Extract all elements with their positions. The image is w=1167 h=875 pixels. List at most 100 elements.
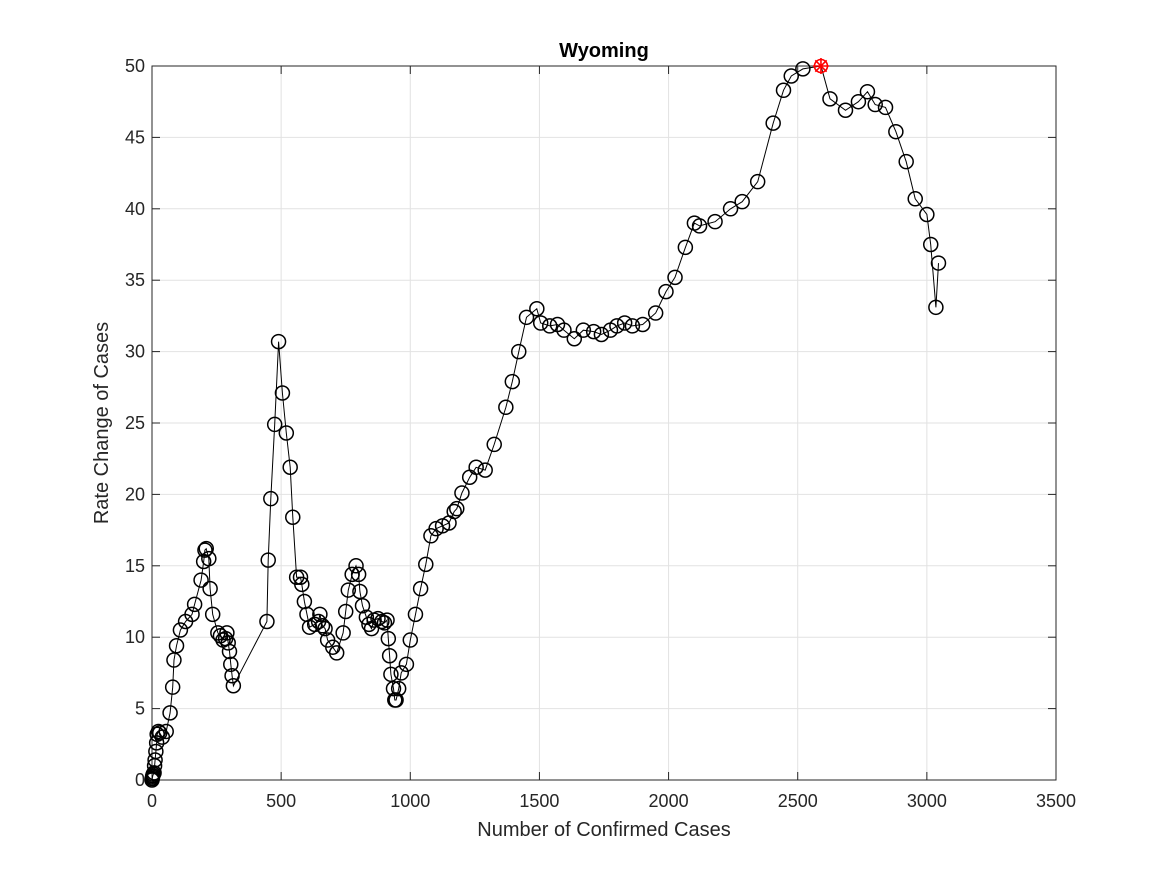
data-point	[317, 620, 333, 637]
x-tick-label: 0	[147, 791, 157, 811]
data-point	[859, 83, 876, 100]
data-point	[734, 193, 750, 210]
data-point	[220, 635, 236, 651]
data-point	[380, 630, 397, 647]
x-tick-label: 1000	[390, 791, 430, 811]
data-point	[312, 606, 328, 623]
x-tick-label: 3000	[907, 791, 947, 811]
data-point	[877, 99, 894, 116]
data-point	[518, 309, 535, 326]
data-point	[907, 191, 923, 207]
data-point	[795, 61, 811, 77]
y-tick-label: 25	[125, 413, 145, 433]
data-point	[148, 735, 165, 751]
data-point	[446, 503, 462, 520]
data-point	[928, 299, 944, 316]
data-point	[822, 91, 838, 107]
y-tick-label: 50	[125, 56, 145, 76]
grid-lines	[152, 66, 1056, 780]
data-point	[147, 752, 163, 768]
data-point	[292, 569, 309, 585]
y-tick-label: 20	[125, 484, 145, 504]
data-point	[344, 566, 360, 583]
data-point	[783, 68, 800, 84]
data-point	[224, 668, 240, 684]
data-point	[888, 123, 904, 140]
data-markers	[144, 61, 947, 788]
y-tick-label: 5	[135, 699, 145, 719]
data-point	[418, 556, 434, 573]
x-tick-label: 2500	[778, 791, 818, 811]
data-point	[219, 625, 235, 641]
data-point	[376, 615, 393, 631]
y-tick-label: 35	[125, 270, 145, 290]
data-point	[193, 572, 209, 588]
data-point	[354, 598, 371, 614]
data-point	[504, 373, 521, 390]
data-point	[186, 596, 203, 613]
data-point	[837, 102, 854, 119]
data-point	[337, 603, 354, 620]
data-point	[197, 542, 213, 558]
data-point	[221, 643, 238, 660]
data-point	[223, 656, 239, 673]
data-point	[148, 743, 164, 760]
data-point	[285, 509, 301, 525]
data-point	[388, 692, 404, 708]
data-point	[282, 459, 298, 476]
data-point	[335, 625, 351, 641]
data-point	[616, 315, 633, 331]
y-tick-label: 15	[125, 556, 145, 576]
y-axis-label: Rate Change of Cases	[91, 322, 113, 524]
data-point	[162, 705, 178, 721]
data-point	[278, 425, 295, 441]
highlight-markers	[812, 58, 829, 74]
data-point	[381, 648, 398, 664]
data-point	[202, 580, 218, 597]
data-point	[379, 612, 395, 628]
data-point	[647, 305, 664, 321]
data-point	[667, 269, 683, 286]
data-point	[850, 93, 867, 110]
y-tick-label: 40	[125, 199, 145, 219]
data-point	[532, 315, 549, 331]
data-point	[294, 576, 310, 593]
data-point	[306, 616, 323, 633]
plot-area: 0 500 1000 1500 2000 2500 3000 3500 0 5 10 15 20 25 30…	[125, 56, 1076, 811]
data-point	[922, 236, 939, 253]
data-point	[609, 318, 625, 334]
data-point	[658, 283, 674, 300]
y-tick-label: 0	[135, 770, 145, 790]
data-point	[498, 399, 514, 416]
data-point	[158, 723, 174, 740]
data-point	[263, 490, 279, 507]
chart-title: Wyoming	[559, 40, 649, 62]
y-tick-label: 10	[125, 627, 145, 647]
data-point	[454, 485, 470, 501]
data-point	[449, 500, 465, 517]
data-point	[151, 725, 168, 741]
data-point	[634, 316, 651, 333]
data-point	[486, 436, 502, 453]
data-point	[749, 173, 766, 190]
data-point	[260, 552, 276, 568]
data-point	[340, 582, 357, 598]
data-point	[314, 618, 331, 634]
data-point	[385, 680, 402, 697]
data-point	[556, 322, 572, 338]
data-point	[172, 622, 189, 638]
data-point	[398, 656, 415, 673]
data-point	[328, 645, 345, 661]
data-point	[867, 96, 883, 113]
data-point	[919, 206, 935, 223]
data-point	[468, 459, 484, 476]
data-point	[707, 213, 723, 230]
data-point	[930, 255, 947, 271]
data-point	[270, 333, 287, 350]
data-point	[393, 665, 409, 681]
x-tick-label: 1500	[519, 791, 559, 811]
data-point	[274, 385, 291, 401]
data-point	[575, 322, 592, 338]
data-point	[407, 606, 424, 623]
data-point	[898, 153, 914, 170]
